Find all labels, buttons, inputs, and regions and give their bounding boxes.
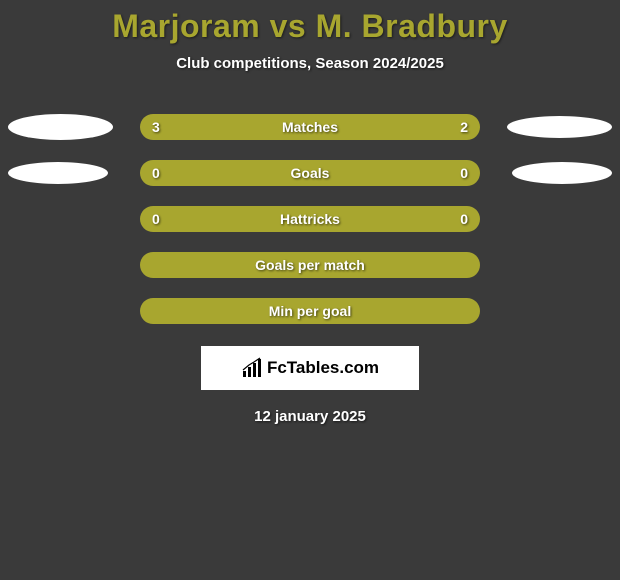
ellipse-right: [507, 116, 612, 138]
ellipse-left: [8, 162, 108, 184]
stat-row: 0 Goals 0: [0, 160, 620, 186]
stat-value-right: 0: [460, 165, 468, 181]
stat-rows: 3 Matches 2 0 Goals 0 0 Hattricks 0 Goals per mat…: [0, 114, 620, 324]
stat-bar: Min per goal: [140, 298, 480, 324]
ellipse-right: [512, 162, 612, 184]
brand-box: FcTables.com: [201, 346, 419, 390]
page-title: Marjoram vs M. Bradbury: [0, 8, 620, 45]
stat-value-right: 0: [460, 211, 468, 227]
stat-value-left: 0: [152, 211, 160, 227]
stat-value-left: 0: [152, 165, 160, 181]
stat-row: Goals per match: [0, 252, 620, 278]
stat-row: 0 Hattricks 0: [0, 206, 620, 232]
stat-bar: 3 Matches 2: [140, 114, 480, 140]
stat-label: Hattricks: [280, 211, 340, 227]
subtitle: Club competitions, Season 2024/2025: [0, 55, 620, 72]
stat-row: Min per goal: [0, 298, 620, 324]
stat-label: Min per goal: [269, 303, 351, 319]
stat-row: 3 Matches 2: [0, 114, 620, 140]
stat-bar: 0 Hattricks 0: [140, 206, 480, 232]
date-text: 12 january 2025: [0, 408, 620, 425]
brand-text: FcTables.com: [267, 358, 379, 378]
stat-label: Goals per match: [255, 257, 365, 273]
infographic-container: Marjoram vs M. Bradbury Club competition…: [0, 0, 620, 425]
chart-icon: [241, 357, 263, 379]
ellipse-left: [8, 114, 113, 140]
stat-label: Goals: [291, 165, 330, 181]
stat-value-right: 2: [460, 119, 468, 135]
stat-label: Matches: [282, 119, 338, 135]
stat-bar: Goals per match: [140, 252, 480, 278]
stat-value-left: 3: [152, 119, 160, 135]
stat-bar: 0 Goals 0: [140, 160, 480, 186]
